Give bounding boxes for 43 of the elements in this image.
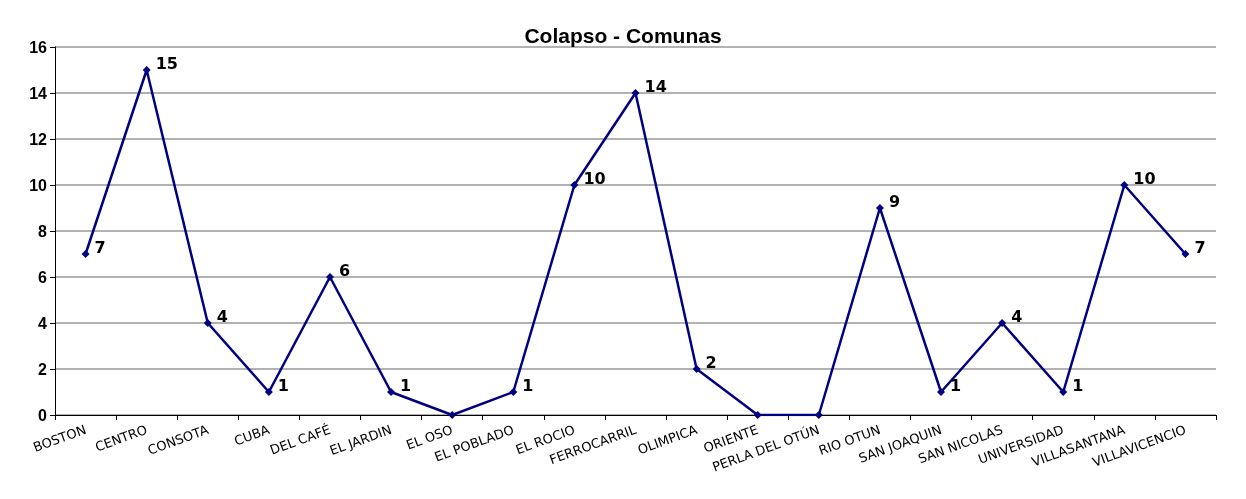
chart-title: Colapso - Comunas <box>524 24 722 47</box>
y-tick-label: 6 <box>38 268 48 286</box>
data-label: 4 <box>1011 306 1023 326</box>
data-label: 7 <box>94 237 106 257</box>
point <box>1120 181 1129 189</box>
point <box>142 66 151 74</box>
data-label: 10 <box>1133 168 1156 188</box>
data-label: 1 <box>522 375 534 395</box>
data-label: 10 <box>583 168 606 188</box>
point <box>325 273 334 281</box>
point <box>937 388 946 396</box>
data-label: 9 <box>888 191 901 211</box>
point <box>631 89 640 97</box>
point <box>1181 250 1190 258</box>
data-label: 14 <box>644 76 667 96</box>
data-label: 1 <box>277 375 290 395</box>
point <box>998 319 1007 327</box>
y-tick-label: 12 <box>29 130 48 148</box>
point <box>81 250 90 258</box>
data-label: 4 <box>216 306 228 326</box>
data-label: 1 <box>1072 375 1084 395</box>
point <box>203 319 212 327</box>
y-tick-label: 14 <box>29 84 48 102</box>
point <box>753 411 762 419</box>
y-tick-label: 10 <box>29 176 48 194</box>
point <box>692 365 701 373</box>
data-label: 7 <box>1194 237 1206 257</box>
y-tick-label: 0 <box>38 406 48 424</box>
point <box>448 411 457 419</box>
y-tick-label: 2 <box>38 360 48 378</box>
point <box>570 181 579 189</box>
data-label: 1 <box>950 375 962 395</box>
point <box>1059 388 1068 396</box>
point <box>509 388 518 396</box>
data-label: 2 <box>705 352 717 372</box>
y-tick-label: 16 <box>29 38 48 56</box>
data-label: 6 <box>338 260 351 280</box>
data-label: 1 <box>400 375 412 395</box>
point <box>264 388 273 396</box>
y-tick-label: 8 <box>38 222 48 240</box>
y-tick-label: 4 <box>38 314 48 332</box>
data-label: 15 <box>155 53 178 73</box>
point <box>387 388 396 396</box>
